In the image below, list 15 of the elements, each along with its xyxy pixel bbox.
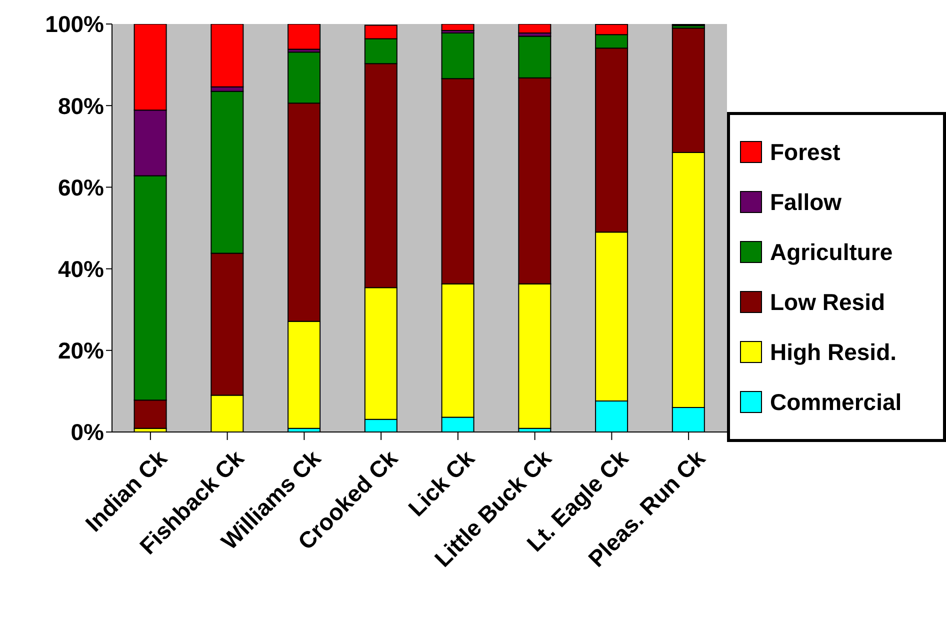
legend-label: Agriculture <box>770 238 893 266</box>
legend-label: Fallow <box>770 188 842 216</box>
y-tick-label: 80% <box>58 92 104 119</box>
y-tick-label: 0% <box>70 419 104 446</box>
y-tick-label: 40% <box>58 256 104 282</box>
bar <box>518 24 552 34</box>
y-tick-label: 100% <box>45 11 104 38</box>
legend-label: Forest <box>770 138 840 166</box>
bar <box>441 24 474 32</box>
legend-label: Commercial <box>770 388 902 416</box>
legend-label: Low Resid <box>770 288 886 316</box>
bar <box>288 24 321 50</box>
y-tick-label: 20% <box>58 338 104 364</box>
y-tick-label: 60% <box>58 174 104 200</box>
legend-label: High Resid. <box>770 338 897 366</box>
